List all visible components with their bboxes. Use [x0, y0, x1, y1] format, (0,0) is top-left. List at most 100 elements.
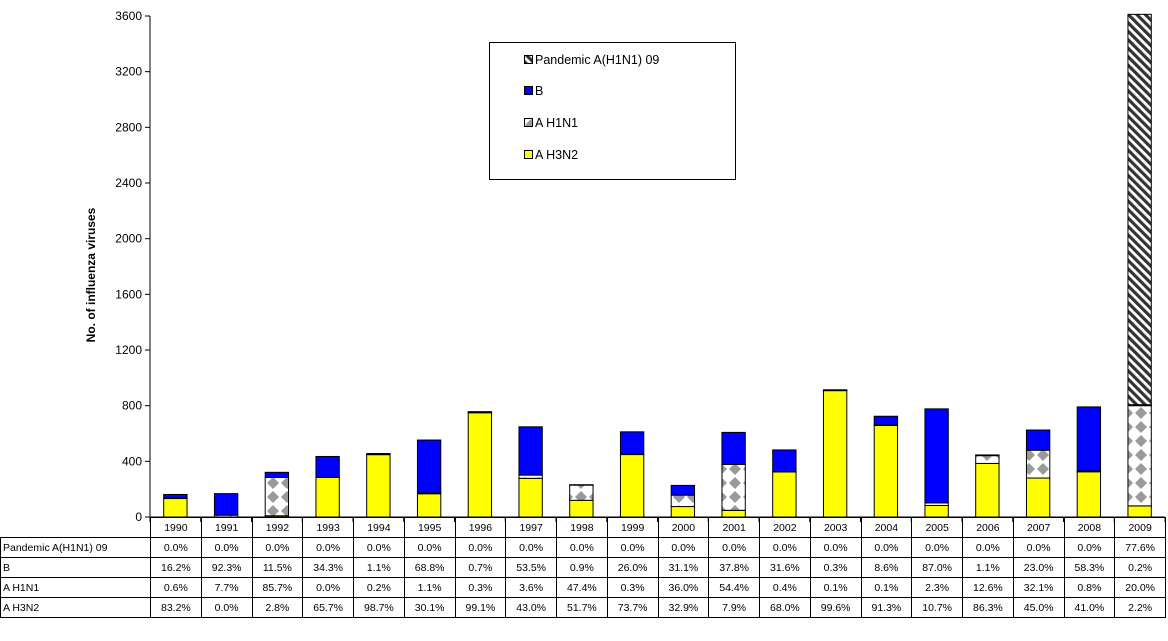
table-cell: 36.0% — [657, 577, 710, 598]
bar-b-1991 — [213, 493, 239, 516]
bar-b-1995 — [416, 439, 442, 494]
x-tick-label: 1992 — [251, 517, 304, 538]
bar-a-h3n2-1996 — [467, 412, 493, 518]
bar-b-2004 — [873, 415, 899, 426]
table-cell: 0.0% — [1063, 537, 1116, 558]
table-cell: 85.7% — [251, 577, 304, 598]
bar-b-2006 — [975, 454, 1000, 457]
bar-b-2003 — [822, 389, 848, 391]
bar-a-h3n2-2004 — [873, 424, 899, 518]
bar-b-2005 — [924, 408, 949, 504]
x-tick-label: 1994 — [353, 517, 405, 538]
bar-a-h3n2-1993 — [315, 476, 340, 518]
x-tick-label: 2002 — [759, 517, 811, 538]
table-cell: 51.7% — [556, 597, 608, 618]
table-row-label: A H3N2 — [0, 597, 151, 618]
table-cell: 0.0% — [200, 537, 253, 558]
x-tick-label: 2005 — [911, 517, 963, 538]
table-cell: 0.9% — [556, 557, 608, 578]
table-row-label: A H1N1 — [0, 577, 151, 598]
table-header-row: 1990 1991 1992 1993 1994 1995 1996 1997 1998 1999… — [1, 517, 1166, 538]
table-cell: 2.8% — [251, 597, 304, 618]
bar-b-1997 — [518, 426, 543, 476]
table-cell: 99.6% — [809, 597, 862, 618]
x-tick-label: 1996 — [454, 517, 507, 538]
table-cell: 37.8% — [708, 557, 760, 578]
y-tick-label: 800 — [122, 399, 142, 413]
table-cell: 1.1% — [353, 557, 405, 578]
x-tick-label: 1998 — [556, 517, 608, 538]
table-cell: 0.6% — [150, 577, 202, 598]
table-cell: 0.0% — [353, 537, 405, 558]
bar-a-h3n2-1999 — [619, 453, 645, 518]
table-cell: 20.0% — [1114, 577, 1166, 598]
bar-a-h1n1-2006 — [975, 455, 1000, 464]
table-cell: 65.7% — [302, 597, 354, 618]
bar-b-2007 — [1025, 429, 1051, 451]
data-table: 1990 1991 1992 1993 1994 1995 1996 1997 1998 1999… — [0, 517, 1166, 618]
bar-a-h3n2-2009 — [1127, 505, 1152, 518]
y-tick-label: 3200 — [115, 65, 142, 79]
bar-b-1993 — [315, 455, 340, 478]
table-cell: 26.0% — [606, 557, 659, 578]
x-tick-label: 2006 — [962, 517, 1014, 538]
table-cell: 0.1% — [809, 577, 862, 598]
table-cell: 0.0% — [150, 537, 202, 558]
legend-label-b: B — [535, 84, 544, 98]
bar-a-h1n1-1998 — [569, 484, 594, 501]
legend-label-pandemic: Pandemic A(H1N1) 09 — [535, 53, 660, 67]
table-cell: 7.9% — [708, 597, 760, 618]
x-tick-label: 1990 — [150, 517, 202, 538]
table-cell: 0.0% — [809, 537, 862, 558]
table-cell: 0.3% — [809, 557, 862, 578]
bar-b-1992 — [264, 471, 290, 478]
y-tick-label: 2400 — [115, 176, 142, 190]
x-tick-label: 1993 — [302, 517, 354, 538]
table-cell: 54.4% — [708, 577, 760, 598]
y-tick-label: 2800 — [115, 120, 142, 134]
x-tick-label: 1999 — [606, 517, 659, 538]
table-cell: 86.3% — [962, 597, 1014, 618]
table-row: B 16.2% 92.3% 11.5% 34.3% 1.1% 68.8% 0.7% 53.5% 0… — [0, 557, 1166, 578]
bar-a-h3n2-1997 — [518, 477, 543, 518]
legend-swatch-h3n2-icon — [524, 150, 533, 159]
table-cell: 0.1% — [860, 577, 913, 598]
y-tick-label: 2000 — [115, 232, 142, 246]
y-tick-label: 1600 — [115, 287, 142, 301]
bar-pandemic-a-h1n1-09-2009 — [1127, 13, 1152, 406]
table-cell: 12.6% — [962, 577, 1014, 598]
table-cell: 0.0% — [962, 537, 1014, 558]
table-cell: 10.7% — [911, 597, 963, 618]
table-row: A H1N1 0.6% 7.7% 85.7% 0.0% 0.2% 1.1% 0.3% 3.6% 4… — [0, 577, 1166, 598]
table-cell: 0.2% — [353, 577, 405, 598]
table-cell: 32.1% — [1012, 577, 1065, 598]
table-cell: 0.4% — [759, 577, 811, 598]
table-cell: 77.6% — [1114, 537, 1166, 558]
bar-a-h1n1-2000 — [670, 494, 696, 508]
legend-label-h3n2: A H3N2 — [535, 148, 579, 162]
y-tick-label: 400 — [122, 454, 142, 468]
table-cell: 43.0% — [505, 597, 557, 618]
x-tick-label: 2007 — [1012, 517, 1065, 538]
bar-a-h3n2-1998 — [569, 499, 594, 518]
bar-a-h3n2-2006 — [975, 462, 1000, 518]
bar-a-h3n2-2003 — [822, 389, 848, 518]
table-cell: 1.1% — [403, 577, 456, 598]
bar-a-h1n1-2001 — [721, 463, 746, 511]
bar-b-1994 — [366, 453, 391, 455]
table-cell: 53.5% — [505, 557, 557, 578]
y-tick-label: 3600 — [115, 9, 142, 23]
bars — [163, 13, 1152, 518]
y-tick-label: 1200 — [115, 343, 142, 357]
table-cell: 47.4% — [556, 577, 608, 598]
bar-a-h1n1-2007 — [1025, 449, 1051, 479]
table-cell: 1.1% — [962, 557, 1014, 578]
table-cell: 0.0% — [556, 537, 608, 558]
table-cell: 0.0% — [505, 537, 557, 558]
bar-a-h3n2-2007 — [1025, 477, 1051, 518]
bar-b-2001 — [721, 431, 746, 465]
table-cell: 31.1% — [657, 557, 710, 578]
table-cell: 0.0% — [657, 537, 710, 558]
bar-b-2002 — [772, 449, 797, 472]
table-cell: 2.3% — [911, 577, 963, 598]
